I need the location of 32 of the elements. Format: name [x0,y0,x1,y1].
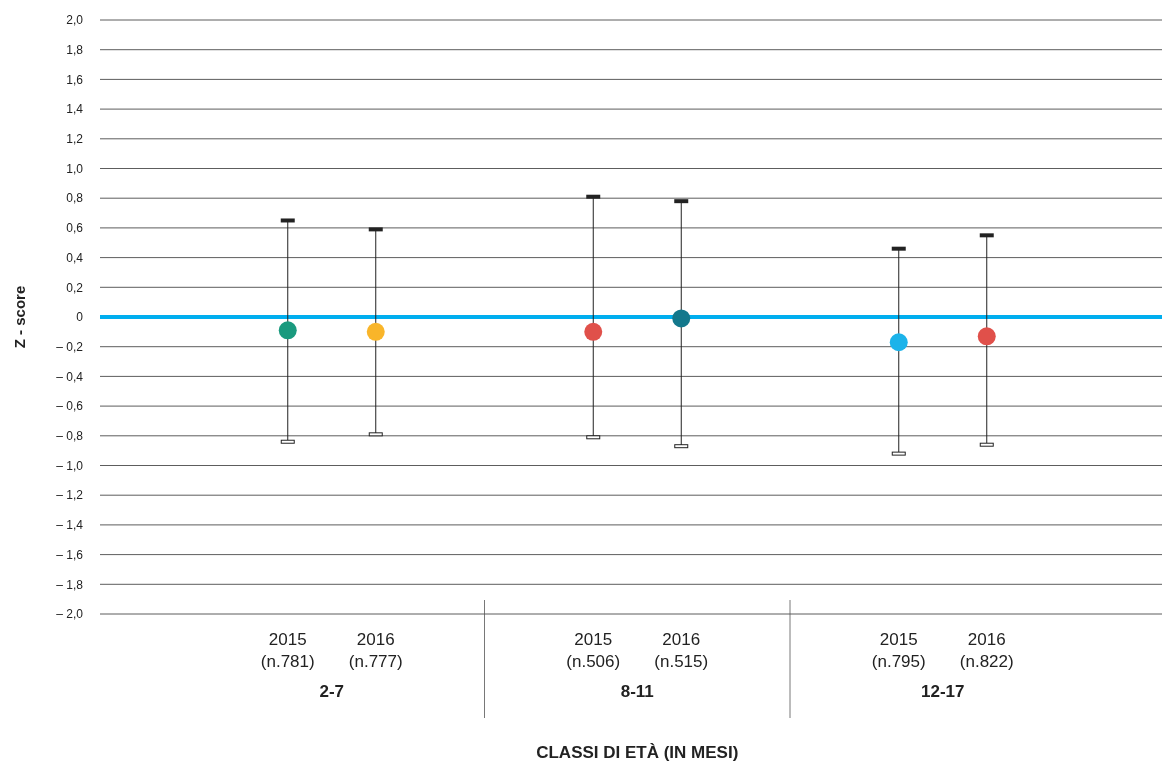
y-tick-label: – 0,4 [56,369,84,384]
y-axis-title: Z - score [11,285,28,349]
y-tick-label: 0,8 [66,191,84,206]
y-tick-label: – 1,2 [56,488,84,503]
y-tick-label: 0 [76,310,84,325]
y-tick-label: – 0,2 [56,339,84,354]
y-tick-label: 2,0 [66,13,84,28]
text: 12-17 [921,682,965,701]
y-tick-label: – 2,0 [56,607,84,622]
y-tick-label: – 0,6 [56,399,84,414]
text: 8-11 [620,682,654,701]
y-tick-label: 1,4 [66,102,84,117]
y-tick-label: 1,0 [66,161,84,176]
x-tick-label: 2016 (n.777) [348,630,403,671]
text: 2-7 [319,682,345,701]
x-tick-label: 2015 (n.506) [566,630,621,671]
x-axis-title: CLASSI DI ETÀ (IN MESI) [536,743,739,762]
x-tick-label: 2016 (n.515) [654,630,709,671]
y-tick-label: – 1,0 [56,458,84,473]
y-tick-label: – 0,8 [56,429,84,443]
x-tick-label: 2015 (n.795) [871,630,926,671]
y-tick-label: 1,6 [66,72,84,87]
y-tick-label: 0,4 [66,250,84,265]
y-tick-label: 1,8 [66,42,84,57]
y-tick-label: 1,2 [66,132,84,146]
y-tick-label: – 1,4 [56,518,84,533]
x-tick-label: 2016 (n.822) [959,630,1014,671]
y-tick-label: – 1,8 [56,577,84,592]
x-tick-label: 2015 (n.781) [260,630,315,671]
y-tick-label: 0,2 [66,280,84,295]
y-tick-label: 0,6 [66,221,84,236]
y-tick-label: – 1,6 [56,547,84,562]
